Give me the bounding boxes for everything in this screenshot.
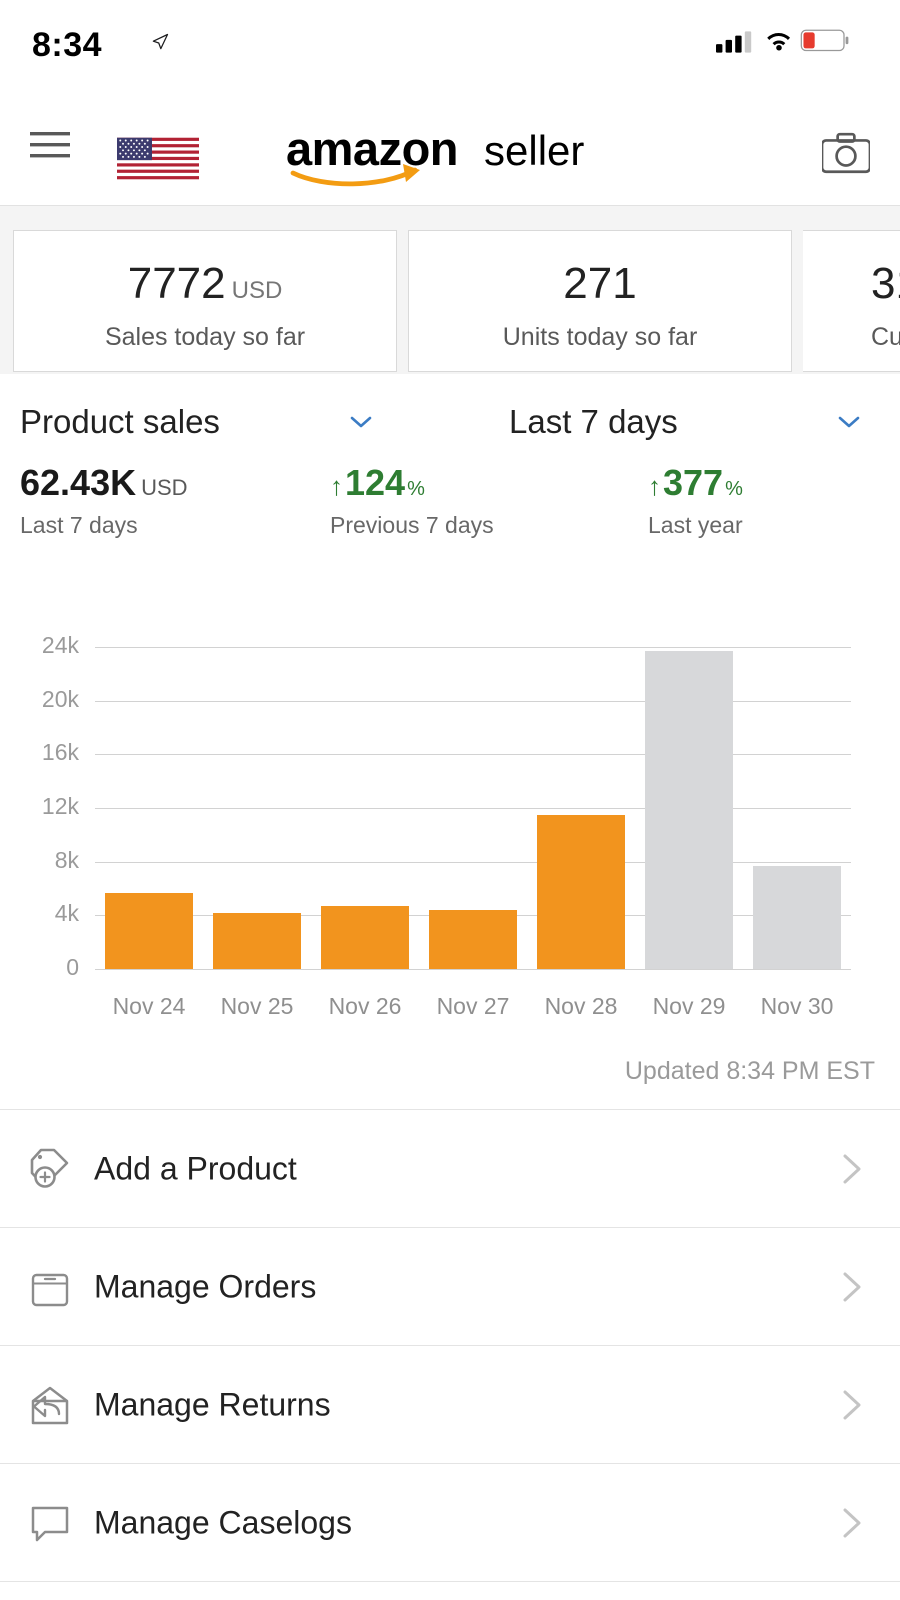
svg-text:amazon: amazon	[286, 122, 458, 175]
svg-text:seller: seller	[484, 127, 584, 174]
